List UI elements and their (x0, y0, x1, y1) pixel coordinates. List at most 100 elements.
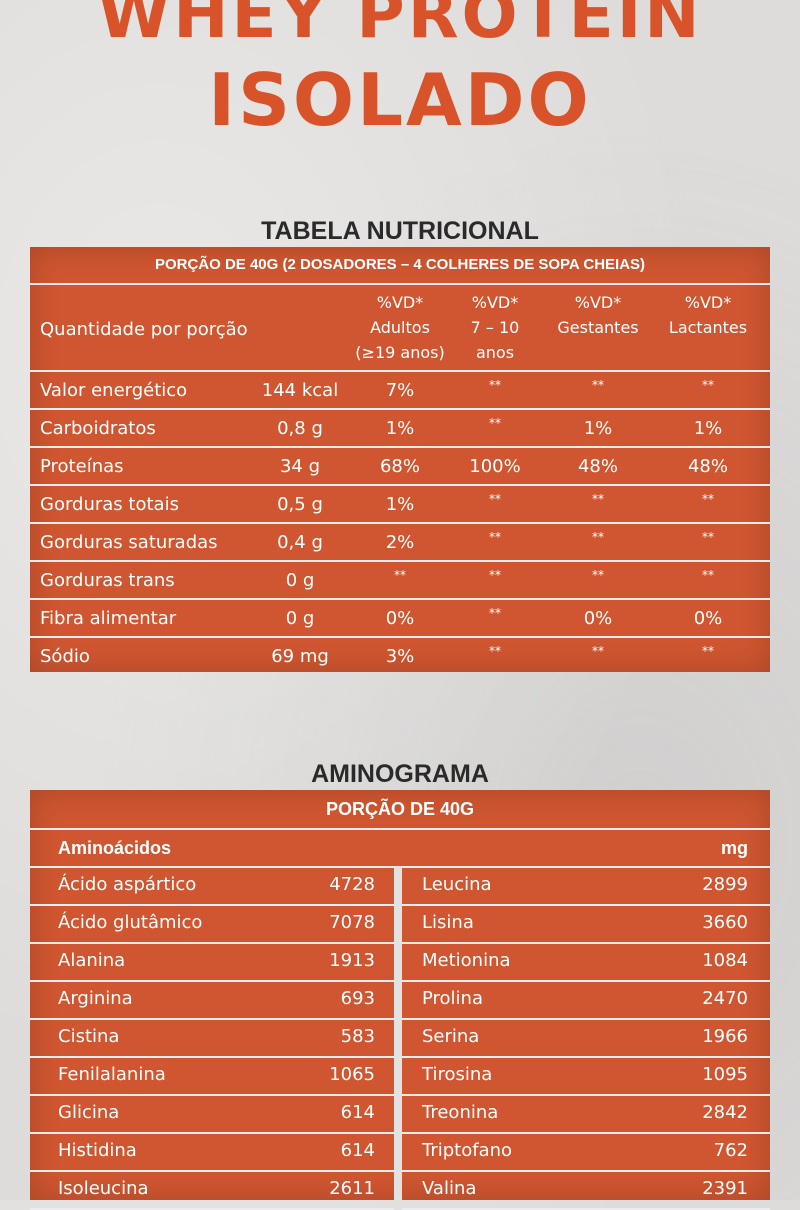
amino-acid-mg: 3660 (702, 912, 748, 933)
row-divider (30, 408, 770, 410)
nutrition-heading: TABELA NUTRICIONAL (261, 217, 539, 245)
daily-value: ** (489, 568, 501, 582)
daily-value: ** (702, 530, 714, 544)
row-divider (30, 598, 770, 600)
daily-value: 1% (385, 494, 415, 515)
amino-acid-mg: 2470 (702, 988, 748, 1009)
amino-acid-name: Tirosina (422, 1064, 493, 1085)
row-divider (30, 1056, 394, 1058)
aminogram-serving: PORÇÃO DE 40G (325, 799, 475, 819)
row-divider (30, 1018, 394, 1020)
divider (30, 828, 770, 830)
amino-acid-mg: 614 (340, 1102, 375, 1123)
row-divider (30, 1094, 394, 1096)
column-header-1-line-3: (≥19 anos) (355, 343, 445, 362)
nutrient-name: Carboidratos (40, 418, 156, 439)
column-header-4-line-1: %VD* (684, 293, 732, 312)
divider (30, 283, 770, 285)
amino-acid-mg: 2391 (702, 1178, 748, 1199)
daily-value: 1% (693, 418, 723, 439)
daily-value: ** (592, 530, 604, 544)
amino-acid-name: Ácido glutâmico (58, 912, 203, 933)
row-divider (402, 1018, 770, 1020)
nutrient-amount: 144 kcal (261, 380, 339, 401)
daily-value: 1% (583, 418, 613, 439)
amino-acid-mg: 614 (340, 1140, 375, 1161)
row-divider (402, 1094, 770, 1096)
amino-acid-name: Leucina (422, 874, 492, 895)
amino-acid-mg: 693 (340, 988, 375, 1009)
daily-value: 100% (469, 456, 521, 477)
daily-value: ** (489, 492, 501, 506)
nutrient-amount: 69 mg (271, 646, 329, 667)
amino-acid-name: Triptofano (422, 1140, 513, 1161)
daily-value: ** (489, 378, 501, 392)
mg-column-label: mg (721, 838, 748, 858)
nutrient-amount: 34 g (279, 456, 321, 477)
amino-acid-name: Cistina (58, 1026, 120, 1047)
daily-value: ** (489, 530, 501, 544)
nutrient-amount: 0,5 g (277, 494, 323, 515)
nutrient-amount: 0 g (285, 570, 315, 591)
amino-acid-mg: 7078 (329, 912, 375, 933)
nutrient-amount: 0 g (285, 608, 315, 629)
amino-acid-name: Glicina (58, 1102, 120, 1123)
nutrition-serving: PORÇÃO DE 40G (2 DOSADORES – 4 COLHERES … (154, 256, 646, 273)
row-divider (30, 980, 394, 982)
daily-value: 0% (385, 608, 415, 629)
daily-value: ** (592, 492, 604, 506)
amino-acid-mg: 1966 (702, 1026, 748, 1047)
row-divider (402, 1170, 770, 1172)
amino-acid-mg: 1095 (702, 1064, 748, 1085)
divider (30, 370, 770, 372)
nutrient-name: Gorduras totais (40, 494, 179, 515)
amino-acid-name: Valina (422, 1178, 477, 1199)
amino-acid-name: Histidina (58, 1140, 137, 1161)
amino-acid-mg: 1084 (702, 950, 748, 971)
nutrient-amount: 0,8 g (277, 418, 323, 439)
column-header-2-line-2: 7 – 10 (470, 318, 520, 337)
daily-value: 0% (583, 608, 613, 629)
row-divider (402, 1132, 770, 1134)
amino-acid-mg: 4728 (329, 874, 375, 895)
column-header-4-line-2: Lactantes (668, 318, 748, 337)
amino-acid-mg: 1065 (329, 1064, 375, 1085)
nutrient-name: Fibra alimentar (40, 608, 177, 629)
amino-acid-name: Lisina (422, 912, 474, 933)
row-divider (30, 1170, 394, 1172)
amino-acid-name: Alanina (58, 950, 126, 971)
amino-acid-mg: 762 (713, 1140, 748, 1161)
amino-acid-name: Prolina (422, 988, 483, 1009)
row-divider (30, 904, 394, 906)
daily-value: 2% (385, 532, 415, 553)
amino-acid-name: Isoleucina (58, 1178, 149, 1199)
row-divider (30, 446, 770, 448)
nutrition-table: PORÇÃO DE 40G (2 DOSADORES – 4 COLHERES … (30, 247, 770, 672)
nutrient-amount: 0,4 g (277, 532, 323, 553)
daily-value: 68% (379, 456, 420, 477)
row-divider (402, 1056, 770, 1058)
daily-value: 48% (687, 456, 728, 477)
amino-acid-mg: 2611 (329, 1178, 375, 1199)
daily-value: ** (592, 644, 604, 658)
row-divider (402, 942, 770, 944)
row-divider (30, 560, 770, 562)
column-header-1-line-1: %VD* (376, 293, 424, 312)
daily-value: ** (592, 378, 604, 392)
row-divider (30, 942, 394, 944)
product-title-line-1: WHEY PROTEIN (97, 0, 703, 53)
daily-value: ** (489, 416, 501, 430)
daily-value: 48% (577, 456, 618, 477)
daily-value: 3% (385, 646, 415, 667)
nutrient-name: Gorduras saturadas (40, 532, 218, 553)
column-header-1-line-2: Adultos (370, 318, 430, 337)
quantity-label: Quantidade por porção (40, 319, 248, 340)
daily-value: ** (702, 492, 714, 506)
amino-acid-name: Metionina (422, 950, 511, 971)
amino-acid-mg: 2899 (702, 874, 748, 895)
column-divider (394, 866, 402, 1200)
column-header-2-line-3: anos (475, 343, 515, 362)
amino-acid-name: Serina (422, 1026, 480, 1047)
amino-acid-mg: 583 (340, 1026, 375, 1047)
column-header-2-line-1: %VD* (471, 293, 519, 312)
